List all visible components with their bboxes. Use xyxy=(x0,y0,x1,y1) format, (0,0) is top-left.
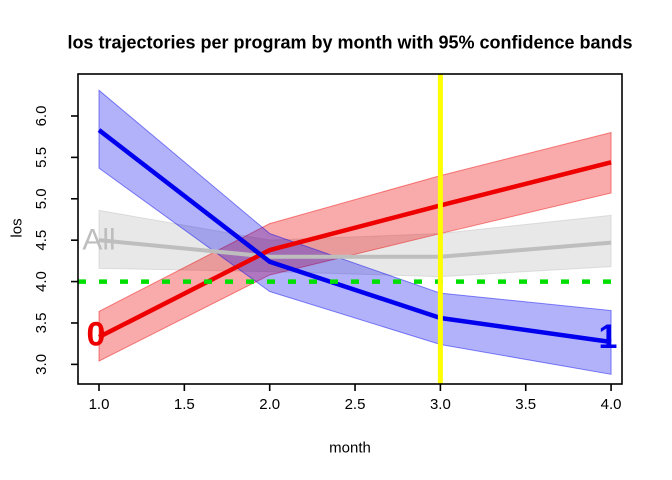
y-tick-label: 4.0 xyxy=(33,271,50,292)
x-tick-label: 2.5 xyxy=(345,396,366,413)
confidence-band-program-1 xyxy=(98,89,612,375)
series-label-all-programs: All xyxy=(82,224,115,257)
x-tick-label: 3.5 xyxy=(515,396,536,413)
series-label-program-0: 0 xyxy=(86,316,105,354)
x-tick-label: 1.0 xyxy=(89,396,110,413)
confidence-band-program-0 xyxy=(98,131,612,362)
y-tick-label: 6.0 xyxy=(33,106,50,127)
y-tick-label: 5.0 xyxy=(33,188,50,209)
y-axis-label: los xyxy=(8,218,26,238)
chart-title: los trajectories per program by month wi… xyxy=(67,32,633,53)
confidence-band-all-programs xyxy=(98,209,612,278)
trend-line-all-programs xyxy=(98,238,612,259)
x-tick-label: 3.0 xyxy=(430,396,451,413)
trend-line-program-1 xyxy=(97,128,612,345)
plot-border xyxy=(77,73,623,385)
x-tick-label: 1.5 xyxy=(174,396,195,413)
x-tick-label: 2.0 xyxy=(259,396,280,413)
y-tick-label: 5.5 xyxy=(33,147,50,168)
y-tick-label: 3.5 xyxy=(33,313,50,334)
x-tick-label: 4.0 xyxy=(601,396,622,413)
trend-line-program-0 xyxy=(97,160,612,340)
series-label-program-1: 1 xyxy=(599,318,618,356)
y-tick-label: 3.0 xyxy=(33,354,50,375)
y-tick-label: 4.5 xyxy=(33,230,50,251)
x-axis-label: month xyxy=(329,439,371,457)
